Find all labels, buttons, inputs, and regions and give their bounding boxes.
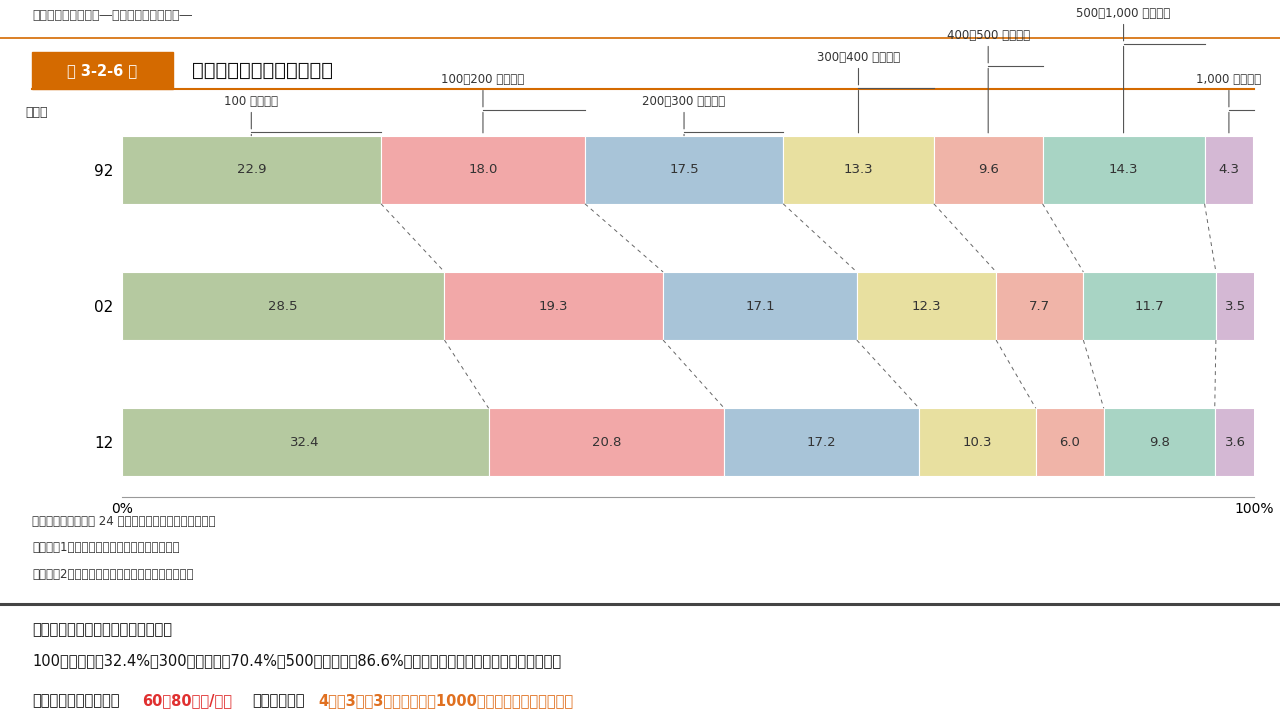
Bar [444, 272, 663, 340]
Text: 300〜400 万円未満: 300〜400 万円未満 [817, 50, 900, 63]
Text: 起業塾生は一年以内に: 起業塾生は一年以内に [32, 693, 119, 708]
Text: 7.7: 7.7 [1029, 300, 1051, 312]
Text: 17.5: 17.5 [669, 163, 699, 176]
Text: 18.0: 18.0 [468, 163, 498, 176]
Bar [1043, 135, 1204, 204]
Text: 100万円以下が32.4%、300万円以下が70.4%、500万円以下が86.6%。　これでは起業に夢が持てませんね。: 100万円以下が32.4%、300万円以下が70.4%、500万円以下が86.6… [32, 653, 561, 668]
FancyBboxPatch shape [32, 53, 173, 89]
Text: 9.6: 9.6 [978, 163, 998, 176]
Text: ・一般の起業家さんの個人所得は、: ・一般の起業家さんの個人所得は、 [32, 622, 172, 636]
Bar [381, 135, 585, 204]
Text: 自営業主の個人所得の推移: 自営業主の個人所得の推移 [192, 61, 333, 80]
Text: 17.1: 17.1 [745, 300, 774, 312]
Text: 20.8: 20.8 [591, 436, 621, 449]
Bar [856, 272, 996, 340]
Text: 4.3: 4.3 [1219, 163, 1239, 176]
Bar [996, 272, 1083, 340]
Text: 17.2: 17.2 [806, 436, 837, 449]
Bar [663, 272, 856, 340]
Text: 第 3-2-6 図: 第 3-2-6 図 [68, 63, 137, 78]
Bar [1083, 272, 1216, 340]
Bar [919, 408, 1036, 477]
Text: 11.7: 11.7 [1135, 300, 1165, 312]
Text: 4人中3人は3年以内に売上1000万円を超えていきます。: 4人中3人は3年以内に売上1000万円を超えていきます。 [319, 693, 573, 708]
Text: 3.6: 3.6 [1225, 436, 1245, 449]
Text: 第２章　起業・創業―新たな担い手の創出―: 第２章 起業・創業―新たな担い手の創出― [32, 9, 192, 22]
Bar [585, 135, 783, 204]
Text: 13.3: 13.3 [844, 163, 873, 176]
Text: 6.0: 6.0 [1060, 436, 1080, 449]
Bar [1103, 408, 1215, 477]
Text: 60～80万円/月々: 60～80万円/月々 [142, 693, 232, 708]
Bar [1216, 272, 1256, 340]
Bar [1204, 135, 1253, 204]
Text: 28.5: 28.5 [269, 300, 298, 312]
Text: （注）　1．自営業主には内職者を含まない。: （注） 1．自営業主には内職者を含まない。 [32, 541, 179, 554]
Text: が一番多く、: が一番多く、 [252, 693, 305, 708]
Text: 32.4: 32.4 [291, 436, 320, 449]
Bar [489, 408, 724, 477]
Text: 100〜200 万円未満: 100〜200 万円未満 [442, 73, 525, 86]
Bar [122, 135, 381, 204]
Text: 2．ここでは非一次産業を集計している。: 2．ここでは非一次産業を集計している。 [32, 568, 193, 581]
Text: 22.9: 22.9 [237, 163, 266, 176]
Bar [934, 135, 1043, 204]
Bar [724, 408, 919, 477]
Text: 10.3: 10.3 [963, 436, 992, 449]
Text: 400〜500 万円未満: 400〜500 万円未満 [947, 29, 1029, 42]
Text: 9.8: 9.8 [1149, 436, 1170, 449]
Bar [783, 135, 934, 204]
Bar [1036, 408, 1103, 477]
Bar [1215, 408, 1256, 477]
Text: 1,000 万円以上: 1,000 万円以上 [1197, 73, 1262, 86]
Text: 500〜1,000 万円未満: 500〜1,000 万円未満 [1076, 6, 1171, 19]
Text: 3.5: 3.5 [1225, 300, 1247, 312]
Text: 200〜300 万円未満: 200〜300 万円未満 [643, 94, 726, 108]
Text: 資料：総務省「平成 24 年就業構造基本調査」再編加工: 資料：総務省「平成 24 年就業構造基本調査」再編加工 [32, 515, 215, 528]
Text: （年）: （年） [26, 107, 47, 120]
Bar [122, 272, 444, 340]
Text: 19.3: 19.3 [539, 300, 568, 312]
Text: 14.3: 14.3 [1108, 163, 1138, 176]
Bar [122, 408, 489, 477]
Text: 12.3: 12.3 [911, 300, 941, 312]
Text: 100 万円未満: 100 万円未満 [224, 94, 278, 108]
